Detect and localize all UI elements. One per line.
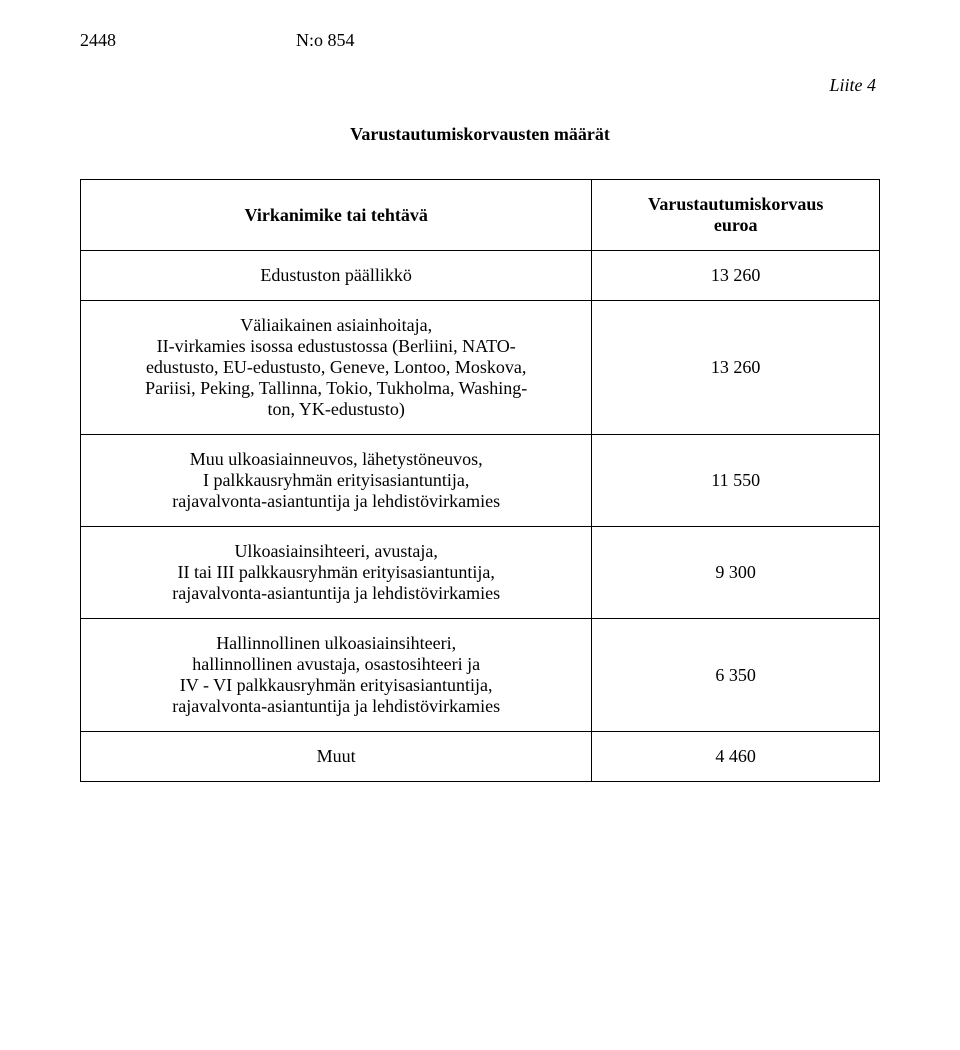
row-value-cell: 4 460 — [592, 732, 880, 782]
row-label-cell: Edustuston päällikkö — [81, 251, 592, 301]
row-value-cell: 13 260 — [592, 251, 880, 301]
page-number: 2448 — [80, 30, 116, 51]
row-value-cell: 13 260 — [592, 301, 880, 435]
row-label-cell: Hallinnollinen ulkoasiainsihteeri,hallin… — [81, 619, 592, 732]
column-header-left-text: Virkanimike tai tehtävä — [245, 205, 428, 226]
column-header-right-text: Varustautumiskorvauseuroa — [648, 194, 823, 236]
row-label-cell: Muut — [81, 732, 592, 782]
row-label-cell: Väliaikainen asiainhoitaja,II-virkamies … — [81, 301, 592, 435]
row-label: Hallinnollinen ulkoasiainsihteeri,hallin… — [172, 633, 500, 717]
annex-label: Liite 4 — [80, 75, 880, 96]
row-label-cell: Ulkoasiainsihteeri, avustaja,II tai III … — [81, 527, 592, 619]
document-reference: N:o 854 — [296, 30, 355, 51]
row-label: Ulkoasiainsihteeri, avustaja,II tai III … — [172, 541, 500, 604]
row-value: 4 460 — [715, 746, 756, 766]
row-value: 13 260 — [711, 357, 761, 377]
row-value: 13 260 — [711, 265, 761, 285]
row-value: 9 300 — [715, 562, 756, 582]
compensation-table: Virkanimike tai tehtävä Varustautumiskor… — [80, 179, 880, 782]
table-row: Edustuston päällikkö 13 260 — [81, 251, 880, 301]
page-title: Varustautumiskorvausten määrät — [80, 124, 880, 145]
row-value-cell: 6 350 — [592, 619, 880, 732]
row-label: Muu ulkoasiainneuvos, lähetystöneuvos,I … — [172, 449, 500, 512]
page-header: 2448 N:o 854 — [80, 30, 880, 51]
table-row: Väliaikainen asiainhoitaja,II-virkamies … — [81, 301, 880, 435]
table-row: Muu ulkoasiainneuvos, lähetystöneuvos,I … — [81, 435, 880, 527]
row-label-cell: Muu ulkoasiainneuvos, lähetystöneuvos,I … — [81, 435, 592, 527]
row-value: 11 550 — [711, 470, 760, 490]
row-value-cell: 9 300 — [592, 527, 880, 619]
row-value: 6 350 — [715, 665, 756, 685]
column-header-left: Virkanimike tai tehtävä — [81, 180, 592, 251]
table-row: Muut 4 460 — [81, 732, 880, 782]
table-header-row: Virkanimike tai tehtävä Varustautumiskor… — [81, 180, 880, 251]
row-label: Väliaikainen asiainhoitaja,II-virkamies … — [145, 315, 527, 420]
table-row: Hallinnollinen ulkoasiainsihteeri,hallin… — [81, 619, 880, 732]
column-header-right: Varustautumiskorvauseuroa — [592, 180, 880, 251]
row-value-cell: 11 550 — [592, 435, 880, 527]
row-label: Edustuston päällikkö — [260, 265, 412, 286]
table-row: Ulkoasiainsihteeri, avustaja,II tai III … — [81, 527, 880, 619]
row-label: Muut — [317, 746, 356, 767]
